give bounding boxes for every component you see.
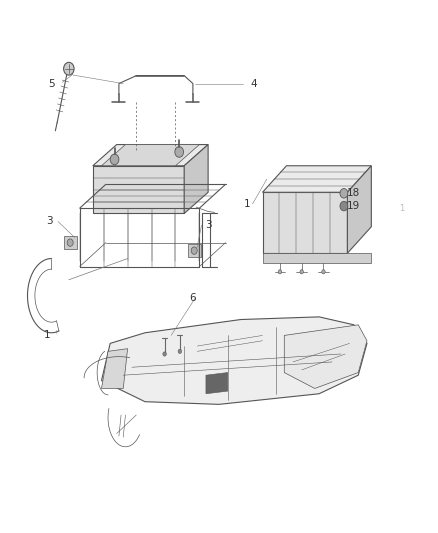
Polygon shape [206, 373, 228, 394]
Text: 4: 4 [251, 78, 257, 88]
Text: 5: 5 [48, 78, 55, 88]
Circle shape [322, 270, 325, 274]
Polygon shape [93, 166, 184, 214]
Circle shape [110, 154, 119, 165]
Polygon shape [262, 192, 347, 253]
Polygon shape [64, 236, 77, 249]
Circle shape [64, 62, 74, 75]
Polygon shape [347, 166, 371, 253]
Text: 6: 6 [190, 293, 196, 303]
Polygon shape [102, 349, 127, 389]
Polygon shape [262, 166, 371, 192]
Polygon shape [102, 144, 199, 166]
Text: 18: 18 [347, 188, 360, 198]
Text: 1: 1 [244, 199, 251, 209]
Text: 1: 1 [399, 204, 404, 213]
Circle shape [340, 189, 348, 198]
Circle shape [278, 270, 282, 274]
Circle shape [300, 270, 304, 274]
Text: 3: 3 [205, 220, 212, 230]
Polygon shape [262, 253, 371, 263]
Circle shape [163, 352, 166, 356]
Text: 19: 19 [347, 200, 360, 211]
Circle shape [178, 349, 182, 353]
Polygon shape [102, 317, 367, 405]
Circle shape [175, 147, 184, 157]
Circle shape [67, 239, 73, 246]
Polygon shape [284, 325, 367, 389]
Text: 3: 3 [46, 216, 53, 227]
Polygon shape [93, 144, 208, 166]
Circle shape [340, 201, 348, 211]
Text: 1: 1 [44, 330, 50, 341]
Polygon shape [187, 244, 201, 257]
Polygon shape [184, 144, 208, 214]
Circle shape [191, 247, 197, 254]
